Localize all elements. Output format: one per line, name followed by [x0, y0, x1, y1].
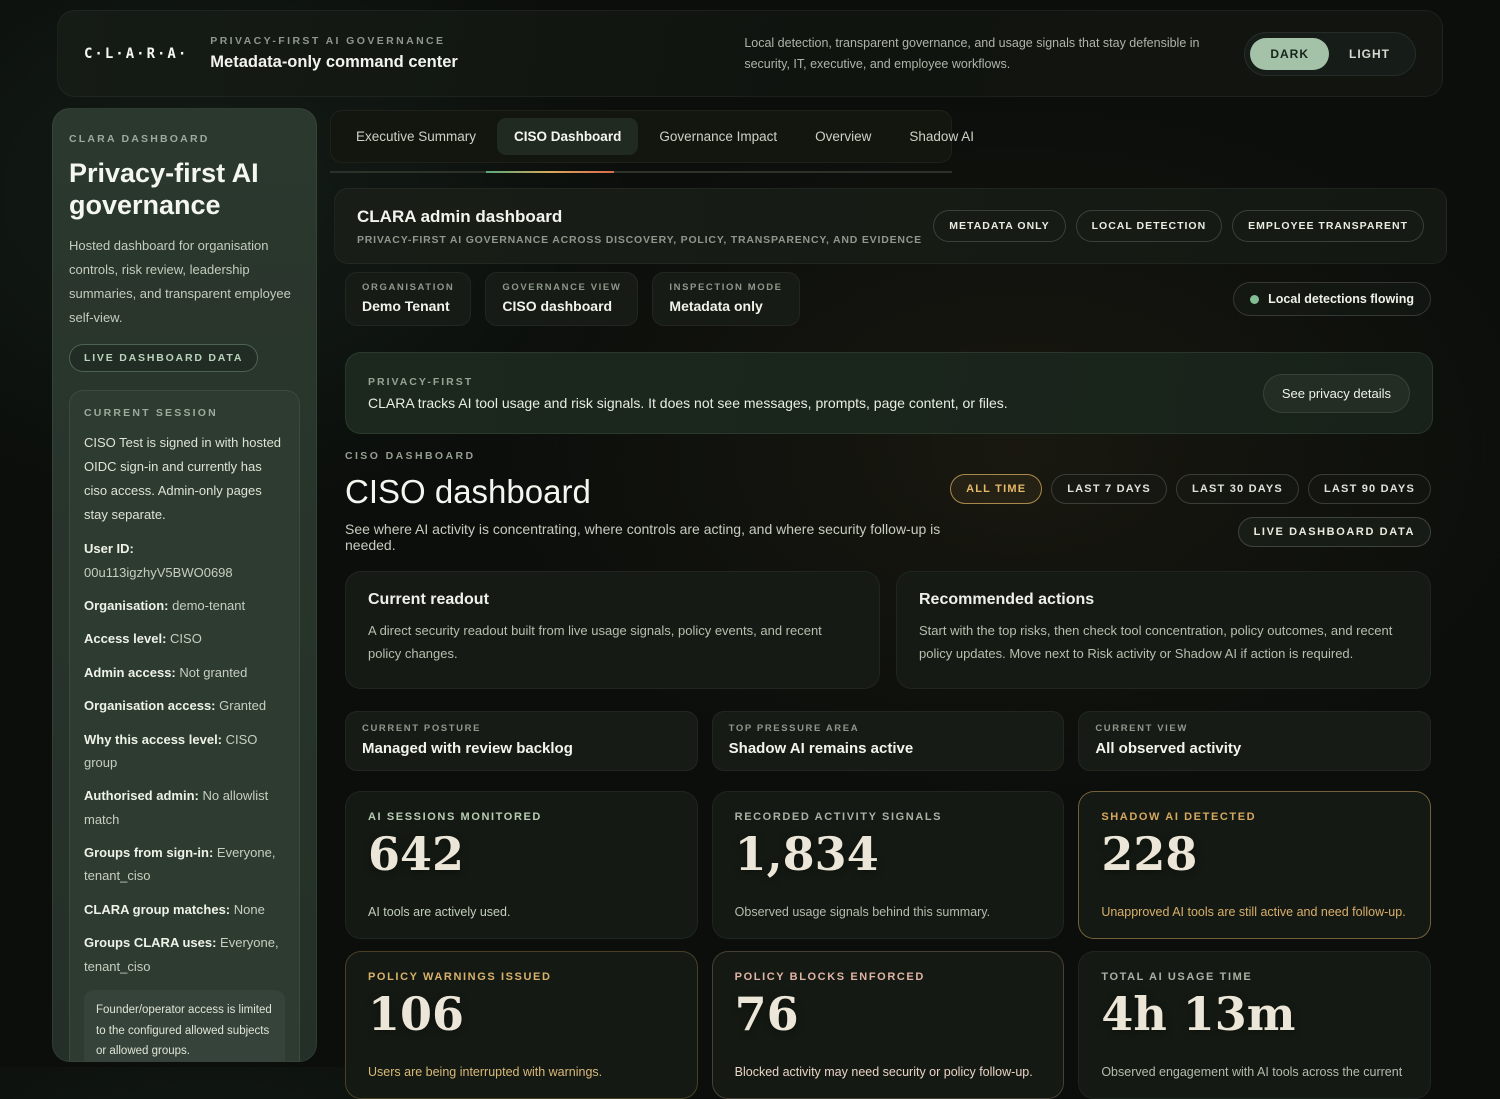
- session-field-groups-sign-in: Groups from sign-in: Everyone, tenant_ci…: [84, 841, 285, 888]
- tab-shadow-ai[interactable]: Shadow AI: [892, 118, 991, 155]
- stat-policy-warnings-issued: POLICY WARNINGS ISSUED 106 Users are bei…: [345, 951, 698, 1099]
- stat-policy-blocks-enforced: POLICY BLOCKS ENFORCED 76 Blocked activi…: [712, 951, 1065, 1099]
- tab-underline: [330, 171, 952, 173]
- privacy-eyebrow: PRIVACY-FIRST: [368, 376, 1008, 388]
- session-field-why-access-level: Why this access level: CISO group: [84, 728, 285, 775]
- filter-all-time[interactable]: ALL TIME: [950, 474, 1042, 504]
- recommended-actions-card: Recommended actions Start with the top r…: [896, 571, 1431, 689]
- session-field-organisation-access: Organisation access: Granted: [84, 694, 285, 717]
- stat-ai-sessions-monitored: AI SESSIONS MONITORED 642 AI tools are a…: [345, 791, 698, 939]
- ciso-title: CISO dashboard: [345, 473, 950, 511]
- sidebar-title: Privacy-first AI governance: [69, 157, 300, 222]
- stat-total-ai-usage-time: TOTAL AI USAGE TIME 4h 13m Observed enga…: [1078, 951, 1431, 1099]
- session-eyebrow: CURRENT SESSION: [84, 407, 285, 419]
- session-field-authorised-admin: Authorised admin: No allowlist match: [84, 784, 285, 831]
- chip-organisation: ORGANISATION Demo Tenant: [345, 272, 471, 326]
- context-chips-row: ORGANISATION Demo Tenant GOVERNANCE VIEW…: [345, 272, 1431, 326]
- chip-governance-view: GOVERNANCE VIEW CISO dashboard: [485, 272, 638, 326]
- tab-governance-impact[interactable]: Governance Impact: [642, 118, 794, 155]
- privacy-texts: PRIVACY-FIRST CLARA tracks AI tool usage…: [368, 376, 1008, 411]
- session-field-access-level: Access level: CISO: [84, 627, 285, 650]
- live-data-badge: LIVE DASHBOARD DATA: [69, 344, 258, 372]
- badge-employee-transparent: EMPLOYEE TRANSPARENT: [1232, 210, 1424, 242]
- stat-recorded-activity-signals: RECORDED ACTIVITY SIGNALS 1,834 Observed…: [712, 791, 1065, 939]
- header-description: Local detection, transparent governance,…: [744, 33, 1222, 74]
- header-eyebrow: PRIVACY-FIRST AI GOVERNANCE: [210, 35, 458, 47]
- header-title: Metadata-only command center: [210, 53, 458, 72]
- filter-last-30-days[interactable]: LAST 30 DAYS: [1176, 474, 1299, 504]
- privacy-band: PRIVACY-FIRST CLARA tracks AI tool usage…: [345, 352, 1433, 434]
- session-intro: CISO Test is signed in with hosted OIDC …: [84, 431, 285, 527]
- readout-row: Current readout A direct security readou…: [345, 571, 1431, 689]
- chip-top-pressure-area: TOP PRESSURE AREA Shadow AI remains acti…: [712, 711, 1065, 771]
- sidebar-eyebrow: CLARA DASHBOARD: [69, 133, 300, 145]
- chip-current-posture: CURRENT POSTURE Managed with review back…: [345, 711, 698, 771]
- badge-metadata-only: METADATA ONLY: [933, 210, 1065, 242]
- current-session-panel: CURRENT SESSION CISO Test is signed in w…: [69, 390, 300, 1062]
- theme-toggle[interactable]: DARK LIGHT: [1244, 32, 1416, 76]
- ciso-titles: CISO DASHBOARD CISO dashboard See where …: [345, 450, 950, 553]
- stat-shadow-ai-detected: SHADOW AI DETECTED 228 Unapproved AI too…: [1078, 791, 1431, 939]
- ciso-controls: ALL TIME LAST 7 DAYS LAST 30 DAYS LAST 9…: [950, 450, 1431, 553]
- theme-dark-button[interactable]: DARK: [1250, 38, 1329, 70]
- ciso-description: See where AI activity is concentrating, …: [345, 521, 950, 553]
- app-header: C·L·A·R·A· PRIVACY-FIRST AI GOVERNANCE M…: [57, 10, 1443, 97]
- filter-last-7-days[interactable]: LAST 7 DAYS: [1051, 474, 1167, 504]
- session-field-admin-access: Admin access: Not granted: [84, 661, 285, 684]
- clara-logo: C·L·A·R·A·: [84, 46, 188, 62]
- tab-ciso-dashboard[interactable]: CISO Dashboard: [497, 118, 638, 155]
- admin-dashboard-panel: CLARA admin dashboard PRIVACY-FIRST AI G…: [334, 188, 1447, 264]
- session-field-organisation: Organisation: demo-tenant: [84, 594, 285, 617]
- posture-row: CURRENT POSTURE Managed with review back…: [345, 711, 1431, 771]
- see-privacy-details-button[interactable]: See privacy details: [1263, 374, 1410, 413]
- current-readout-card: Current readout A direct security readou…: [345, 571, 880, 689]
- stats-row-2: POLICY WARNINGS ISSUED 106 Users are bei…: [345, 951, 1431, 1099]
- status-text: Local detections flowing: [1268, 292, 1414, 306]
- time-filters: ALL TIME LAST 7 DAYS LAST 30 DAYS LAST 9…: [950, 474, 1431, 504]
- status-dot-icon: [1250, 295, 1259, 304]
- ciso-live-data-badge: LIVE DASHBOARD DATA: [1238, 517, 1431, 547]
- admin-titles: CLARA admin dashboard PRIVACY-FIRST AI G…: [357, 207, 922, 246]
- main-content: Executive Summary CISO Dashboard Governa…: [330, 108, 1447, 1099]
- founder-access-note: Founder/operator access is limited to th…: [84, 990, 285, 1062]
- sidebar: CLARA DASHBOARD Privacy-first AI governa…: [52, 108, 317, 1062]
- active-tab-indicator: [486, 171, 614, 173]
- tab-bar: Executive Summary CISO Dashboard Governa…: [330, 110, 952, 163]
- session-field-group-matches: CLARA group matches: None: [84, 898, 285, 921]
- badge-local-detection: LOCAL DETECTION: [1076, 210, 1223, 242]
- stats-row-1: AI SESSIONS MONITORED 642 AI tools are a…: [345, 791, 1431, 939]
- ciso-eyebrow: CISO DASHBOARD: [345, 450, 950, 462]
- privacy-statement: CLARA tracks AI tool usage and risk sign…: [368, 395, 1008, 411]
- chip-current-view: CURRENT VIEW All observed activity: [1078, 711, 1431, 771]
- tab-executive-summary[interactable]: Executive Summary: [339, 118, 493, 155]
- ciso-section-header: CISO DASHBOARD CISO dashboard See where …: [345, 450, 1431, 553]
- filter-last-90-days[interactable]: LAST 90 DAYS: [1308, 474, 1431, 504]
- session-field-user-id: User ID: 00u113igzhyV5BWO0698: [84, 537, 285, 584]
- tab-overview[interactable]: Overview: [798, 118, 888, 155]
- sidebar-description: Hosted dashboard for organisation contro…: [69, 234, 300, 330]
- theme-light-button[interactable]: LIGHT: [1329, 38, 1410, 70]
- header-titles: PRIVACY-FIRST AI GOVERNANCE Metadata-onl…: [210, 35, 458, 72]
- admin-subtitle: PRIVACY-FIRST AI GOVERNANCE ACROSS DISCO…: [357, 234, 922, 246]
- admin-badges: METADATA ONLY LOCAL DETECTION EMPLOYEE T…: [933, 210, 1424, 242]
- detections-status-pill: Local detections flowing: [1233, 282, 1431, 316]
- session-field-groups-used: Groups CLARA uses: Everyone, tenant_ciso: [84, 931, 285, 978]
- chip-inspection-mode: INSPECTION MODE Metadata only: [652, 272, 799, 326]
- admin-title: CLARA admin dashboard: [357, 207, 922, 227]
